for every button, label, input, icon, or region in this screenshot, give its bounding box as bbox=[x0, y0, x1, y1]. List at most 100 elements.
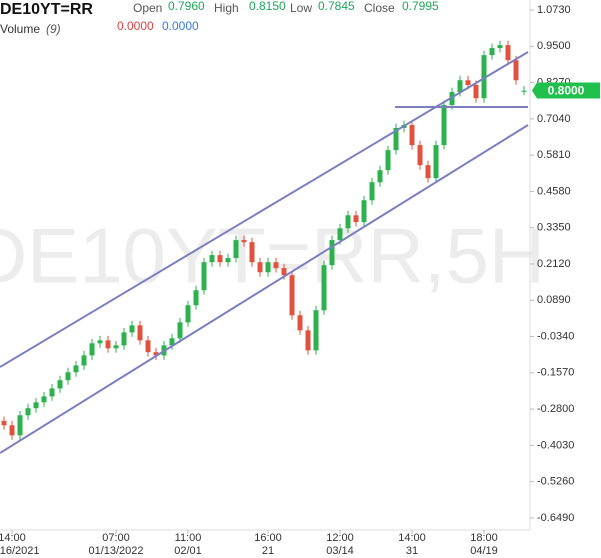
candle-body bbox=[353, 215, 359, 223]
candle-body bbox=[233, 240, 239, 259]
close-label: Close bbox=[364, 1, 395, 15]
candle-body bbox=[457, 80, 463, 93]
x-tick-date: 04/19 bbox=[470, 545, 498, 557]
candle-body bbox=[433, 145, 439, 179]
x-tick-label: 12:00 bbox=[326, 532, 354, 544]
last-price-tag bbox=[532, 82, 600, 99]
candle-body bbox=[473, 84, 479, 99]
candle-body bbox=[209, 255, 215, 263]
candle-body bbox=[273, 262, 279, 269]
y-tick-label: -0.6490 bbox=[537, 512, 574, 524]
high-value: 0.8150 bbox=[249, 0, 286, 13]
candle-body bbox=[113, 345, 119, 349]
last-price-label: 0.8000 bbox=[548, 84, 585, 98]
candle-body bbox=[345, 215, 351, 229]
volume-value: 0.0000 bbox=[117, 19, 154, 33]
candle-body bbox=[289, 275, 295, 316]
candle-body bbox=[521, 90, 527, 92]
candle-body bbox=[105, 340, 111, 349]
x-tick-date: 03/14 bbox=[326, 545, 354, 557]
candle-body bbox=[377, 170, 383, 183]
candle-body bbox=[97, 340, 103, 344]
candle-body bbox=[49, 388, 55, 397]
candle-body bbox=[137, 325, 143, 341]
candle-body bbox=[337, 228, 343, 241]
candle-body bbox=[481, 55, 487, 99]
candle-body bbox=[9, 425, 15, 436]
open-label: Open bbox=[133, 1, 162, 15]
candle-body bbox=[1, 420, 7, 426]
x-tick-label: 11:00 bbox=[175, 532, 202, 544]
candle-body bbox=[265, 262, 271, 273]
candle-body bbox=[281, 268, 287, 276]
candle-body bbox=[465, 80, 471, 85]
candle-body bbox=[297, 315, 303, 331]
candle-body bbox=[169, 338, 175, 346]
candle-body bbox=[513, 60, 519, 81]
y-tick-label: 0.9500 bbox=[537, 40, 571, 52]
plot-area bbox=[1, 40, 527, 440]
candle-body bbox=[17, 415, 23, 436]
y-tick-label: 0.0890 bbox=[537, 294, 571, 306]
volume-label: Volume bbox=[0, 22, 40, 36]
y-tick-label: -0.2800 bbox=[537, 403, 574, 415]
candle-body bbox=[489, 48, 495, 56]
x-tick-label: 18:00 bbox=[470, 532, 498, 544]
candle-body bbox=[409, 125, 415, 146]
candle-body bbox=[65, 372, 71, 381]
candle-body bbox=[417, 145, 423, 166]
x-tick-date: 01/13/2022 bbox=[88, 545, 143, 557]
candle-body bbox=[177, 322, 183, 339]
candle-body bbox=[225, 258, 231, 263]
candle-body bbox=[121, 332, 127, 346]
y-tick-label: 0.5810 bbox=[537, 149, 571, 161]
y-tick-label: 0.7040 bbox=[537, 113, 571, 125]
y-tick-label: -0.4030 bbox=[537, 439, 574, 451]
volume-period: (9) bbox=[46, 22, 61, 36]
watermark: DE10YT=RR,5H bbox=[0, 212, 545, 300]
candle-body bbox=[185, 305, 191, 323]
x-tick-date: 12/16/2021 bbox=[0, 545, 40, 557]
candle-body bbox=[321, 265, 327, 311]
trend-line bbox=[0, 124, 529, 454]
x-tick-date: 31 bbox=[406, 545, 418, 557]
candle-body bbox=[361, 200, 367, 223]
x-tick-label: 07:00 bbox=[102, 532, 130, 544]
x-tick-label: 16:00 bbox=[254, 532, 282, 544]
y-tick-label: 0.2120 bbox=[537, 258, 571, 270]
candle-body bbox=[369, 182, 375, 201]
candle-body bbox=[505, 45, 511, 61]
candle-body bbox=[193, 290, 199, 306]
y-tick-label: 0.3350 bbox=[537, 222, 571, 234]
candle-body bbox=[449, 92, 455, 105]
candle-body bbox=[33, 402, 39, 409]
candle-body bbox=[497, 45, 503, 49]
y-tick-label: -0.1570 bbox=[537, 367, 574, 379]
candle-body bbox=[25, 408, 31, 416]
candle-body bbox=[153, 352, 159, 356]
candle-body bbox=[217, 255, 223, 263]
volume-value: 0.0000 bbox=[162, 19, 199, 33]
candle-body bbox=[441, 104, 447, 146]
y-tick-label: -0.0340 bbox=[537, 330, 574, 342]
candle-body bbox=[129, 325, 135, 333]
candle-body bbox=[73, 365, 79, 373]
candle-body bbox=[89, 343, 95, 356]
x-tick-date: 02/01 bbox=[174, 545, 202, 557]
low-label: Low bbox=[290, 1, 312, 15]
low-value: 0.7845 bbox=[318, 0, 355, 13]
candle-body bbox=[145, 340, 151, 353]
y-tick-label: 0.4580 bbox=[537, 185, 571, 197]
candle-body bbox=[241, 240, 247, 243]
close-value: 0.7995 bbox=[402, 0, 439, 13]
candle-body bbox=[425, 165, 431, 179]
candle-body bbox=[393, 128, 399, 151]
candle-body bbox=[329, 240, 335, 266]
candle-body bbox=[81, 355, 87, 366]
candle-body bbox=[201, 262, 207, 291]
candle-body bbox=[257, 262, 263, 273]
y-tick-label: -0.5260 bbox=[537, 476, 574, 488]
